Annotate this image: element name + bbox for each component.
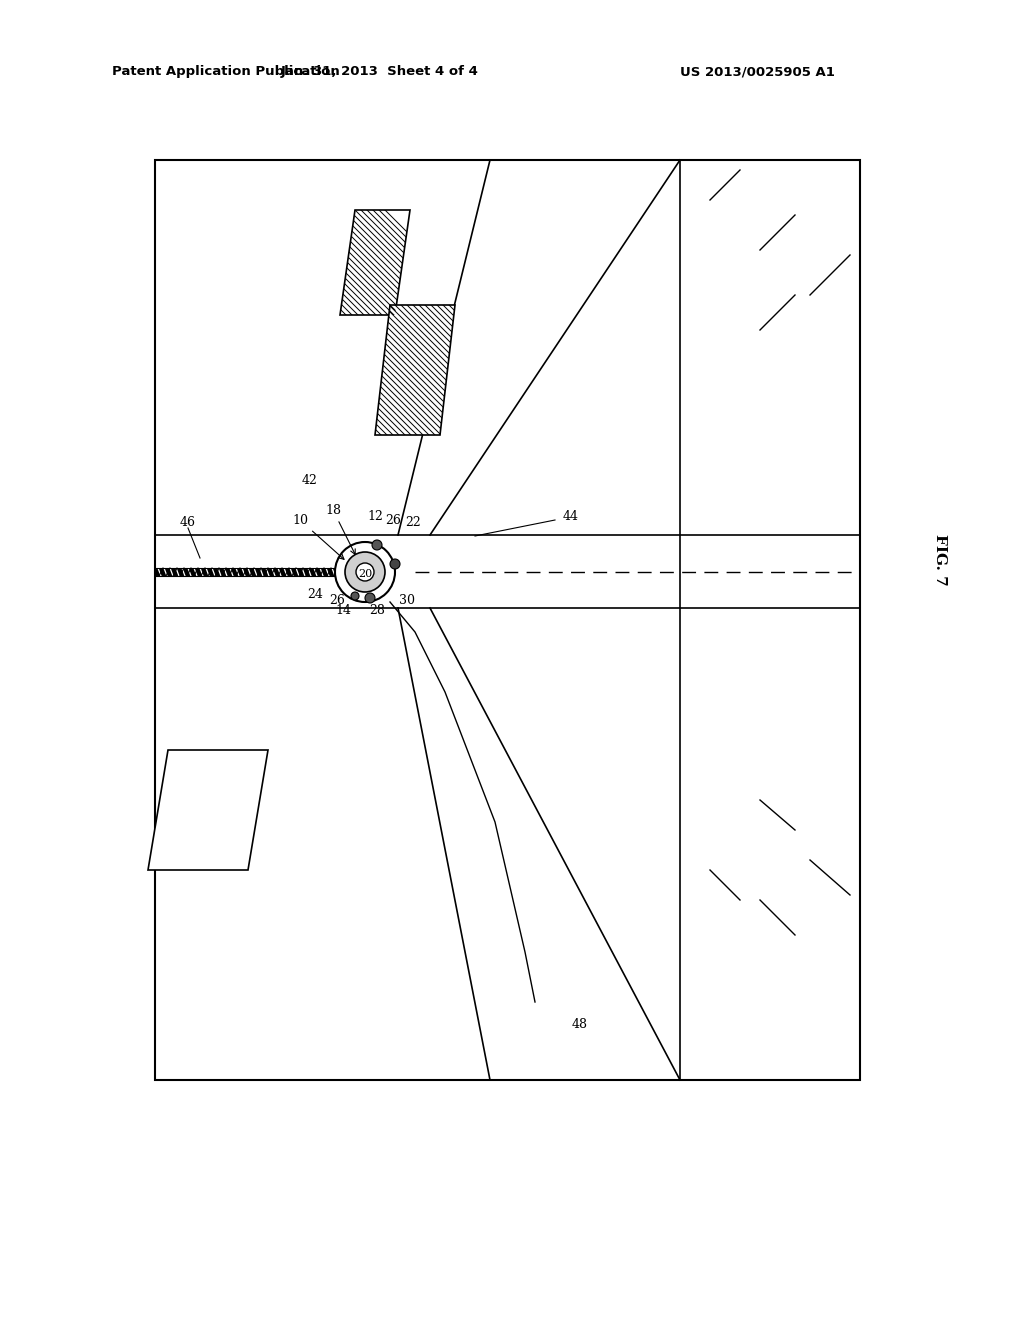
Text: 20: 20 [357,569,372,579]
Text: 30: 30 [399,594,415,606]
Circle shape [345,552,385,591]
Text: 46: 46 [180,516,196,528]
Text: Jan. 31, 2013  Sheet 4 of 4: Jan. 31, 2013 Sheet 4 of 4 [281,66,479,78]
Text: 18: 18 [325,503,355,554]
Text: 48: 48 [572,1019,588,1031]
Text: 42: 42 [302,474,317,487]
Circle shape [335,543,395,602]
Text: 24: 24 [307,587,323,601]
Text: 14: 14 [335,603,351,616]
Polygon shape [340,210,410,315]
Circle shape [356,564,374,581]
Text: Patent Application Publication: Patent Application Publication [112,66,340,78]
Polygon shape [375,305,455,436]
Circle shape [372,540,382,550]
Text: FIG. 7: FIG. 7 [933,535,947,586]
Circle shape [390,558,400,569]
Text: 12: 12 [367,511,383,524]
Text: 44: 44 [563,510,579,523]
Text: 28: 28 [369,603,385,616]
Polygon shape [148,750,268,870]
Circle shape [365,593,375,603]
Bar [155,160,860,1080]
Text: US 2013/0025905 A1: US 2013/0025905 A1 [680,66,835,78]
Text: 22: 22 [406,516,421,528]
Text: 10: 10 [292,513,344,560]
Text: 26: 26 [329,594,345,606]
Circle shape [351,591,359,601]
Text: 26: 26 [385,513,401,527]
